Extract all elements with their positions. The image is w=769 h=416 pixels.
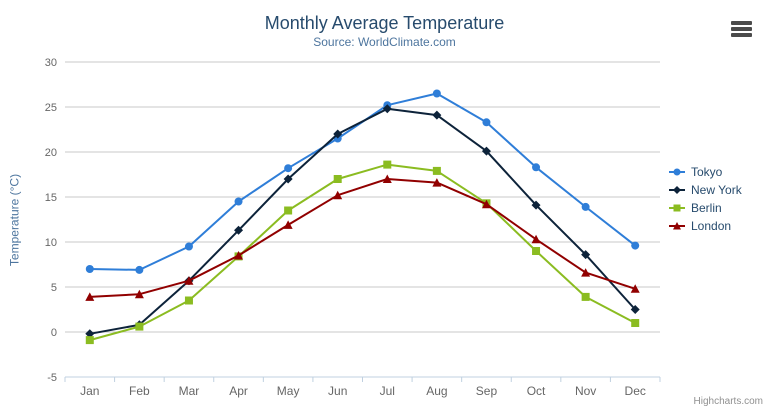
y-axis-label: -5 (47, 372, 57, 384)
data-point-berlin-mar[interactable] (184, 296, 193, 305)
data-point-berlin-jun[interactable] (333, 175, 342, 183)
legend-marker-diamond-icon (669, 186, 685, 194)
data-point-tokyo-mar[interactable] (184, 242, 193, 251)
legend-label: Tokyo (691, 165, 723, 179)
x-axis-label: Dec (625, 384, 646, 398)
series-line-berlin (88, 163, 637, 342)
series-line-london (88, 178, 637, 298)
data-point-berlin-nov[interactable] (581, 292, 590, 301)
data-point-london-oct[interactable] (531, 234, 541, 244)
data-point-new-york-jan[interactable] (85, 329, 95, 339)
data-point-london-feb[interactable] (134, 289, 144, 299)
data-point-new-york-nov[interactable] (581, 250, 591, 260)
data-point-berlin-may[interactable] (284, 206, 293, 215)
data-point-tokyo-dec[interactable] (631, 241, 640, 250)
legend-item-new-york[interactable]: New York (669, 181, 742, 199)
export-menu-button[interactable] (727, 18, 755, 42)
data-point-london-nov[interactable] (581, 268, 591, 277)
highcharts-credit-link[interactable]: Highcharts.com (693, 396, 763, 407)
data-point-new-york-apr[interactable] (234, 225, 244, 235)
data-point-london-aug[interactable] (432, 178, 442, 187)
data-point-tokyo-oct[interactable] (532, 163, 541, 172)
data-point-berlin-feb[interactable] (135, 322, 144, 331)
data-point-new-york-may[interactable] (283, 174, 293, 184)
data-point-london-jul[interactable] (382, 174, 392, 184)
hamburger-icon (730, 21, 752, 25)
legend-label: New York (691, 183, 742, 197)
legend-marker-circle-icon (669, 168, 685, 176)
legend-label: Berlin (691, 201, 722, 215)
y-axis-label: 0 (51, 327, 57, 339)
data-point-berlin-dec[interactable] (631, 319, 640, 327)
y-axis-label: 5 (51, 282, 57, 294)
data-point-new-york-jun[interactable] (333, 129, 343, 139)
x-axis-label: Sep (476, 384, 498, 398)
data-point-tokyo-jan[interactable] (85, 265, 94, 273)
data-point-london-jan[interactable] (85, 292, 95, 301)
data-point-new-york-aug[interactable] (432, 110, 442, 120)
x-axis-label: Jul (380, 384, 395, 398)
y-axis-label: 15 (45, 192, 57, 204)
series-line-new-york (88, 107, 637, 335)
x-axis-label: May (277, 384, 300, 398)
legend: Tokyo New York Berlin London (669, 163, 742, 235)
legend-item-london[interactable]: London (669, 217, 742, 235)
data-point-new-york-jul[interactable] (382, 104, 392, 114)
y-axis-label: 20 (45, 147, 57, 159)
x-axis-label: Feb (129, 384, 150, 398)
chart-subtitle: Source: WorldClimate.com (313, 35, 456, 49)
data-point-new-york-sep[interactable] (481, 146, 491, 156)
x-axis-label: Nov (575, 384, 596, 398)
legend-item-tokyo[interactable]: Tokyo (669, 163, 742, 181)
data-point-tokyo-nov[interactable] (581, 202, 590, 211)
data-point-berlin-jul[interactable] (383, 160, 392, 169)
legend-item-berlin[interactable]: Berlin (669, 199, 742, 217)
chart-title: Monthly Average Temperature (264, 13, 505, 33)
data-point-london-jun[interactable] (333, 190, 343, 200)
data-point-tokyo-may[interactable] (284, 164, 293, 173)
y-axis-title: Temperature (°C) (7, 173, 22, 267)
data-point-london-may[interactable] (283, 220, 293, 229)
data-point-berlin-oct[interactable] (532, 247, 541, 255)
hamburger-icon (730, 33, 752, 37)
x-axis-label: Jun (328, 384, 347, 398)
x-axis-label: Jan (80, 384, 99, 398)
data-point-berlin-jan[interactable] (85, 336, 94, 345)
y-axis-label: 25 (45, 102, 57, 114)
data-point-london-apr[interactable] (234, 251, 244, 260)
data-point-tokyo-feb[interactable] (135, 265, 144, 274)
y-axis-label: 30 (45, 57, 57, 69)
series-line-tokyo (88, 92, 637, 271)
legend-label: London (691, 219, 732, 233)
hamburger-icon (730, 27, 752, 31)
data-point-london-dec[interactable] (630, 284, 640, 293)
data-point-london-sep[interactable] (481, 199, 491, 209)
x-axis-label: Mar (179, 384, 200, 398)
data-point-new-york-oct[interactable] (531, 200, 541, 210)
y-axis-label: 10 (45, 237, 57, 249)
data-point-berlin-aug[interactable] (432, 166, 441, 175)
x-axis-label: Oct (527, 384, 546, 398)
legend-marker-square-icon (669, 204, 685, 212)
legend-marker-triangle-icon (669, 222, 685, 230)
data-point-tokyo-aug[interactable] (432, 89, 441, 98)
data-point-london-mar[interactable] (184, 276, 194, 285)
x-axis-label: Apr (229, 384, 248, 398)
data-point-tokyo-apr[interactable] (234, 197, 243, 206)
x-axis-label: Aug (426, 384, 447, 398)
data-point-tokyo-sep[interactable] (482, 118, 491, 127)
data-point-new-york-dec[interactable] (630, 305, 640, 314)
